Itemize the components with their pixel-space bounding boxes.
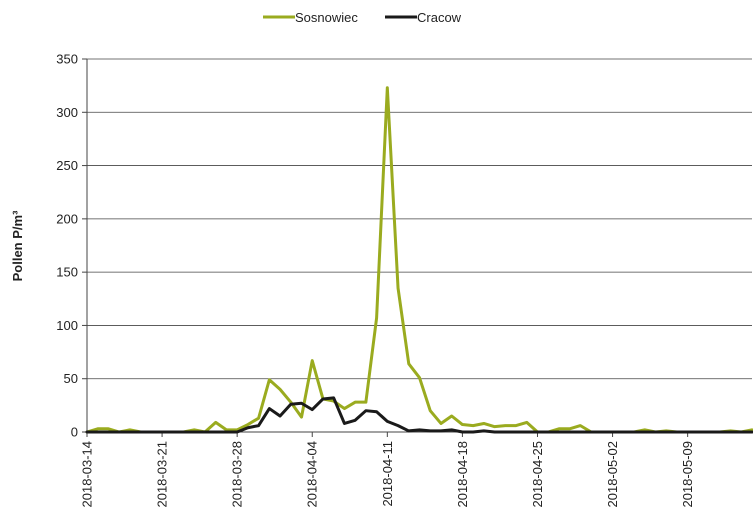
y-tick-label: 50 <box>64 371 78 386</box>
x-tick-label: 2018-03-21 <box>155 441 170 508</box>
series-line-sosnowiec <box>85 86 753 434</box>
x-tick-label: 2018-03-28 <box>230 441 245 508</box>
y-tick-label: 100 <box>56 318 78 333</box>
series-lines <box>85 86 753 434</box>
y-tick-label: 200 <box>56 211 78 226</box>
y-tick-label: 0 <box>71 425 78 440</box>
x-tick-label: 2018-05-02 <box>605 441 620 508</box>
y-axis-title: Pollen P/m³ <box>10 210 25 281</box>
x-tick-label: 2018-05-09 <box>680 441 695 508</box>
x-tick-label: 2018-04-25 <box>530 441 545 508</box>
legend-item-cracow: Cracow <box>385 10 462 25</box>
legend-label-cracow: Cracow <box>417 10 462 25</box>
y-tick-label: 300 <box>56 105 78 120</box>
legend: Sosnowiec Cracow <box>263 10 462 25</box>
series-line-cracow <box>85 396 753 434</box>
x-axis-ticks: 2018-03-14 2018-03-21 2018-03-28 2018-04-04… <box>80 59 695 508</box>
y-tick-label: 250 <box>56 158 78 173</box>
legend-label-sosnowiec: Sosnowiec <box>295 10 358 25</box>
x-tick-label: 2018-03-14 <box>80 441 95 508</box>
x-tick-label: 2018-04-04 <box>305 441 320 508</box>
legend-item-sosnowiec: Sosnowiec <box>263 10 358 25</box>
y-axis-ticks: 0 50 100 150 200 250 300 350 <box>56 52 87 440</box>
x-tick-label: 2018-04-18 <box>455 441 470 508</box>
y-tick-label: 150 <box>56 265 78 280</box>
x-tick-label: 2018-04-11 <box>380 441 395 507</box>
y-tick-label: 350 <box>56 52 78 67</box>
